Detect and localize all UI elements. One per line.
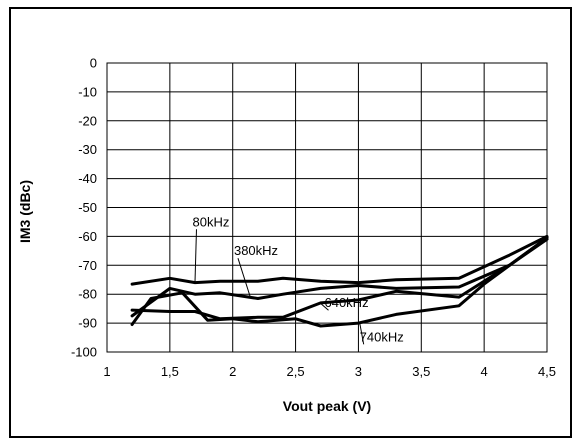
- y-tick-label: -100: [71, 345, 97, 360]
- y-axis-tick-labels: 0 -10 -20 -30 -40 -50 -60 -70 -80 -90 -100: [71, 56, 97, 360]
- x-tick-label: 2: [229, 364, 236, 379]
- series-lines: [130, 234, 549, 328]
- chart-frame: [9, 7, 572, 438]
- callout-740khz: 740kHz: [360, 329, 404, 344]
- x-tick-label: 4: [481, 364, 488, 379]
- y-tick-label: -90: [78, 316, 97, 331]
- series-line-380khz: [130, 236, 549, 318]
- callout-leader-640khz: [320, 303, 329, 311]
- y-tick-label: -20: [78, 113, 97, 128]
- y-tick-label: -30: [78, 142, 97, 157]
- series-line-740khz: [130, 236, 549, 328]
- callout-640khz: 640kHz: [324, 295, 368, 310]
- callout-leader-80khz: [194, 229, 197, 283]
- y-axis-title: IM3 (dBc): [17, 180, 33, 243]
- series-callouts: 80kHz 380kHz 640kHz 740kHz: [192, 214, 404, 345]
- series-line-640khz: [130, 237, 549, 321]
- x-tick-label: 4,5: [538, 364, 556, 379]
- plot-area-border: [106, 62, 548, 353]
- x-tick-label: 1,5: [161, 364, 179, 379]
- x-tick-label: 3,5: [412, 364, 430, 379]
- callout-380khz: 380kHz: [234, 243, 278, 258]
- y-tick-label: -40: [78, 171, 97, 186]
- callout-leader-740khz: [359, 322, 365, 345]
- x-axis-tick-labels: 1 1,5 2 2,5 3 3,5 4 4,5: [103, 364, 556, 379]
- series-line-80khz: [130, 234, 549, 286]
- x-tick-label: 3: [355, 364, 362, 379]
- callout-80khz: 80kHz: [192, 214, 229, 229]
- callout-leader-380khz: [237, 258, 251, 298]
- x-tick-label: 2,5: [287, 364, 305, 379]
- y-tick-label: 0: [90, 56, 97, 71]
- x-axis-title: Vout peak (V): [283, 398, 371, 414]
- y-tick-label: -60: [78, 229, 97, 244]
- y-tick-label: -50: [78, 200, 97, 215]
- y-tick-label: -80: [78, 287, 97, 302]
- y-tick-label: -10: [78, 84, 97, 99]
- x-tick-label: 1: [103, 364, 110, 379]
- y-tick-label: -70: [78, 258, 97, 273]
